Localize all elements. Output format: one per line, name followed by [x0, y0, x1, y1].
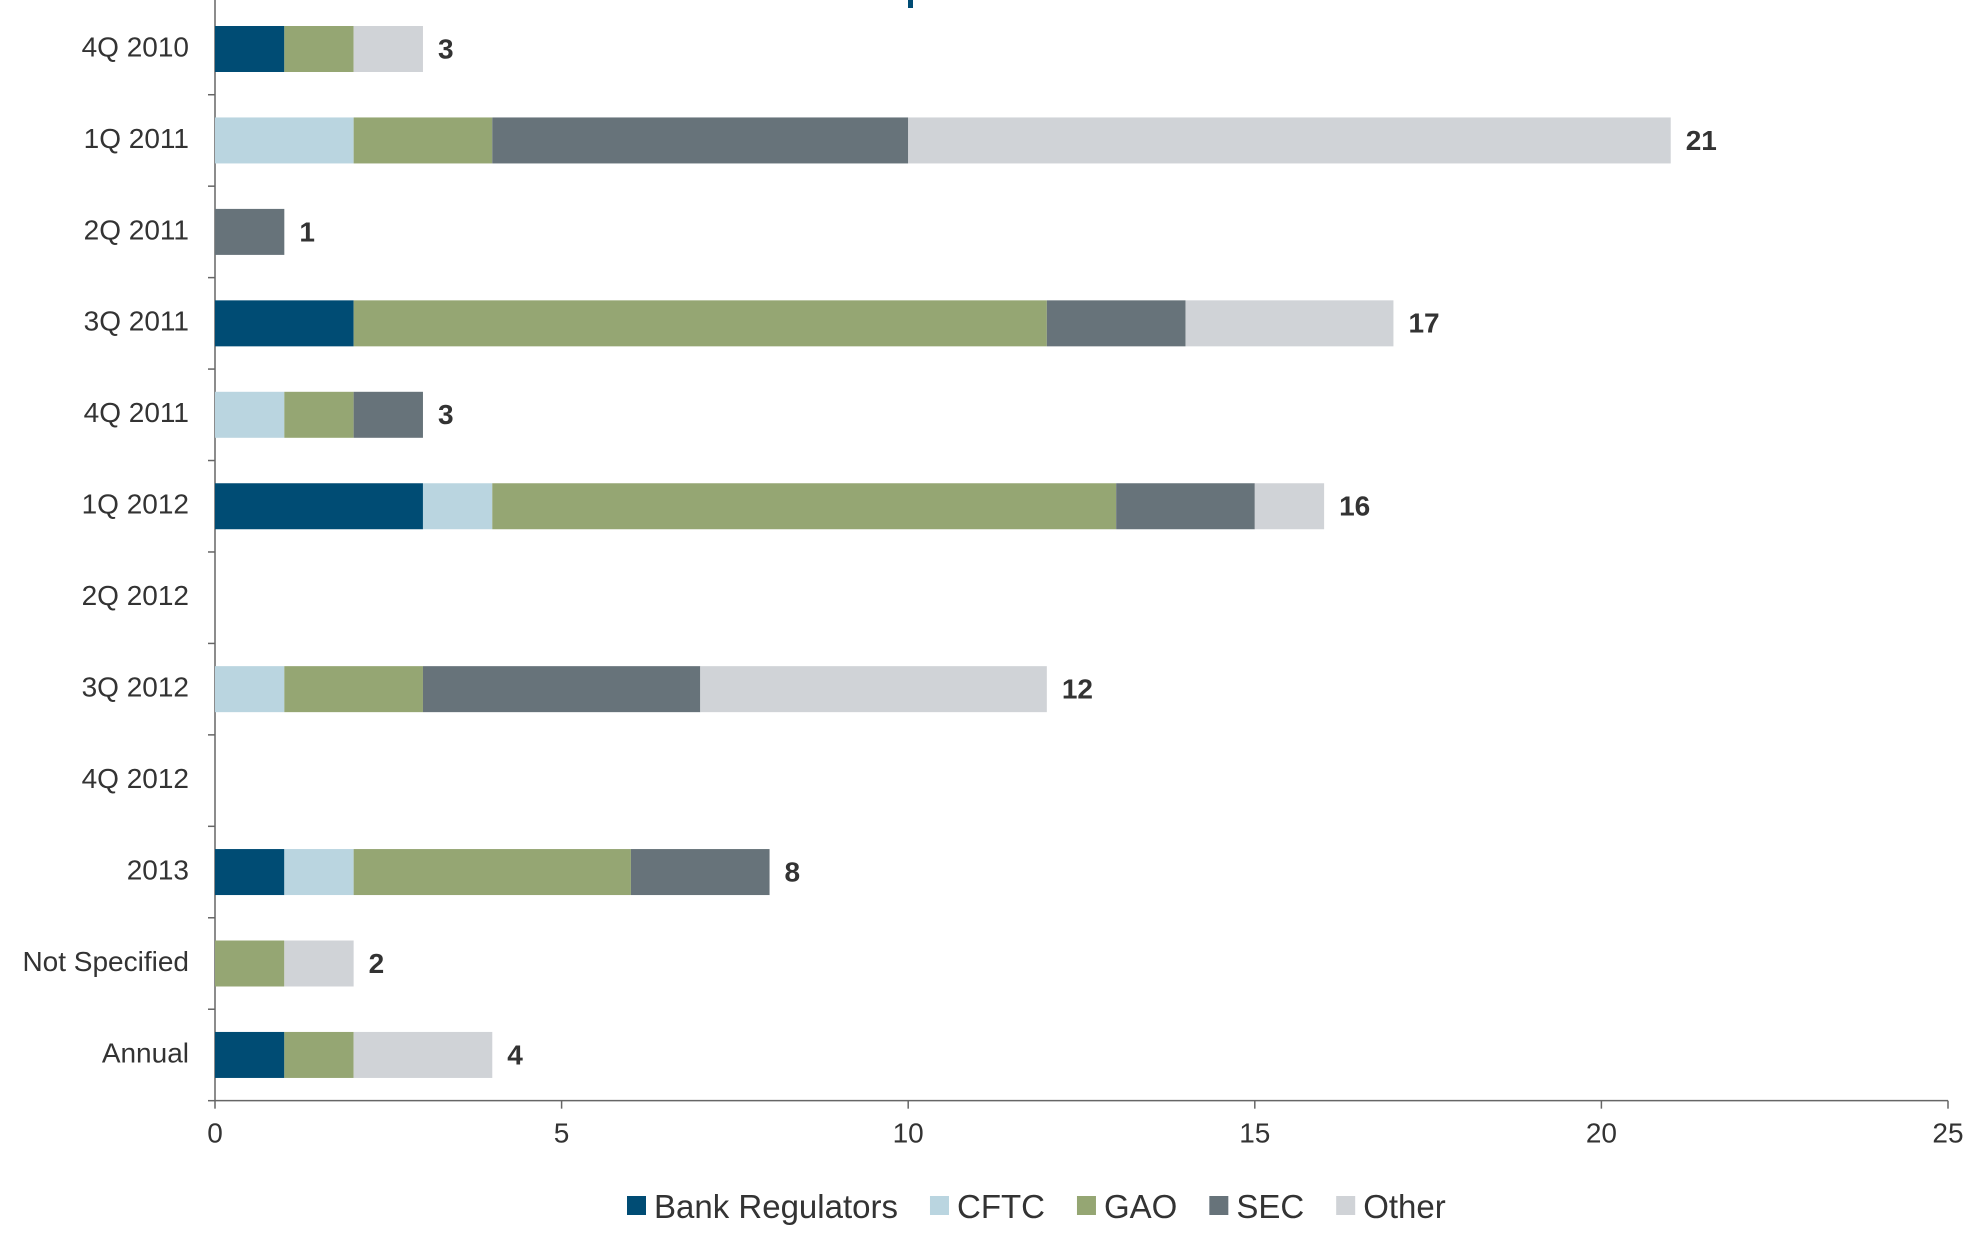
x-tick-label: 25 — [1932, 1118, 1963, 1149]
total-value-label: 4 — [507, 1039, 523, 1070]
legend-label: GAO — [1104, 1188, 1177, 1225]
total-value-label: 21 — [1686, 125, 1717, 156]
category-label: 2Q 2012 — [82, 580, 189, 611]
x-tick-label: 15 — [1239, 1118, 1270, 1149]
bar-segment — [284, 391, 354, 438]
legend-swatch — [1209, 1196, 1229, 1215]
bar-segment — [422, 483, 493, 530]
bar-segment — [630, 849, 770, 896]
legend-swatch — [627, 1196, 646, 1215]
legend-swatch — [1076, 1196, 1096, 1215]
bar-segment — [353, 849, 631, 896]
total-value-label: 1 — [299, 216, 315, 247]
bar-segment — [284, 849, 354, 896]
bar-segment — [215, 117, 354, 164]
category-label: Not Specified — [22, 946, 189, 977]
bar-segment — [700, 666, 1047, 713]
bar-segment — [284, 666, 423, 713]
category-label: 4Q 2012 — [82, 763, 189, 794]
category-label: Annual — [102, 1037, 189, 1068]
total-labels: 3 21 1 17 3 16 12 8 2 4 — [299, 33, 1717, 1070]
legend-label: CFTC — [957, 1188, 1045, 1225]
bar-segment — [215, 1031, 285, 1078]
category-label: 1Q 2011 — [84, 123, 189, 154]
total-value-label: 17 — [1408, 308, 1439, 339]
category-label: 4Q 2010 — [82, 31, 189, 62]
bar-segment — [215, 940, 285, 987]
category-label: 3Q 2012 — [82, 672, 189, 703]
legend-label: Bank Regulators — [654, 1188, 898, 1225]
bar-segment — [215, 208, 285, 255]
bar-segment — [908, 117, 1671, 164]
legend: Bank Regulators CFTC GAO SEC Other — [627, 1188, 1446, 1225]
legend-label: SEC — [1236, 1188, 1304, 1225]
bar-segment — [215, 849, 285, 896]
x-tick-label: 0 — [207, 1118, 223, 1149]
title-accent-mark — [908, 0, 913, 8]
x-tick-label: 20 — [1586, 1118, 1617, 1149]
category-label: 4Q 2011 — [84, 397, 189, 428]
bar-segment — [284, 26, 354, 72]
total-value-label: 3 — [438, 33, 454, 64]
total-value-label: 16 — [1339, 491, 1370, 522]
category-label: 2013 — [127, 854, 189, 885]
legend-label: Other — [1363, 1188, 1446, 1225]
bar-segment — [215, 26, 285, 72]
bar-segment — [215, 666, 285, 713]
bar-segment — [1254, 483, 1325, 530]
x-axis: 0 5 10 15 20 25 — [207, 1099, 1964, 1149]
bar-segment — [353, 391, 423, 438]
bar-segment — [284, 940, 354, 987]
bar-segment — [1185, 300, 1394, 347]
category-label: 2Q 2011 — [84, 214, 189, 245]
bar-segment — [215, 483, 423, 530]
x-tick-label: 5 — [554, 1118, 570, 1149]
x-tick-label: 10 — [893, 1118, 924, 1149]
y-axis: 4Q 2010 1Q 2011 2Q 2011 3Q 2011 4Q 2011 1Q 20… — [22, 0, 216, 1102]
bar-segment — [422, 666, 701, 713]
legend-swatch — [1336, 1196, 1356, 1215]
total-value-label: 12 — [1062, 674, 1093, 705]
category-label: 3Q 2011 — [84, 306, 189, 337]
bar-segment — [353, 300, 1047, 347]
bar-segment — [1116, 483, 1255, 530]
bar-stacks — [215, 26, 1671, 1078]
bar-segment — [353, 26, 423, 72]
bar-segment — [215, 300, 354, 347]
bar-segment — [1046, 300, 1186, 347]
bar-segment — [284, 1031, 354, 1078]
bar-segment — [353, 117, 493, 164]
total-value-label: 2 — [369, 948, 385, 979]
bar-segment — [492, 483, 1117, 530]
bar-segment — [492, 117, 909, 164]
legend-swatch — [929, 1196, 949, 1215]
total-value-label: 3 — [438, 399, 454, 430]
total-value-label: 8 — [785, 856, 801, 887]
category-label: 1Q 2012 — [82, 489, 189, 520]
bar-segment — [215, 391, 285, 438]
bar-segment — [353, 1031, 493, 1078]
